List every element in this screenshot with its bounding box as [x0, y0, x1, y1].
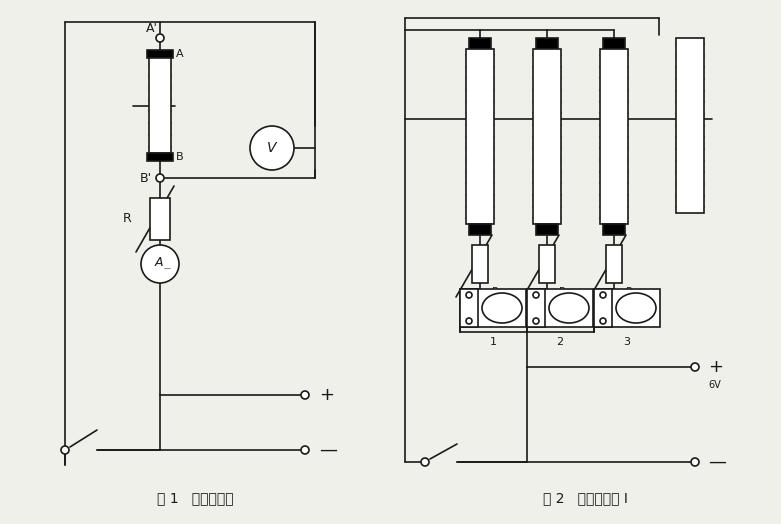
Bar: [466, 49, 494, 224]
Bar: [533, 49, 561, 224]
Circle shape: [533, 318, 539, 324]
Text: 2: 2: [556, 337, 564, 347]
Circle shape: [691, 363, 699, 371]
Circle shape: [466, 292, 472, 298]
Bar: [594, 289, 660, 327]
Text: B: B: [176, 152, 184, 162]
Text: R: R: [123, 213, 132, 225]
Text: A$_2$: A$_2$: [562, 301, 575, 315]
Text: +: +: [708, 358, 723, 376]
Ellipse shape: [549, 293, 589, 323]
Bar: [469, 38, 491, 49]
Text: A: A: [155, 257, 163, 269]
Circle shape: [156, 174, 164, 182]
Text: R$_2$: R$_2$: [558, 285, 571, 299]
Text: A$_1$: A$_1$: [494, 301, 508, 315]
Text: +: +: [319, 386, 334, 404]
Bar: [469, 224, 491, 235]
Bar: [600, 49, 628, 224]
Circle shape: [301, 446, 309, 454]
Text: R$_3$: R$_3$: [625, 285, 638, 299]
Bar: [676, 38, 704, 213]
Circle shape: [600, 292, 606, 298]
Bar: [603, 224, 625, 235]
Circle shape: [61, 446, 69, 454]
Circle shape: [533, 292, 539, 298]
Text: 3: 3: [623, 337, 630, 347]
Circle shape: [141, 245, 179, 283]
Bar: [460, 289, 526, 327]
Text: —: —: [319, 441, 337, 459]
Bar: [472, 245, 488, 283]
Bar: [150, 198, 170, 240]
Circle shape: [250, 126, 294, 170]
Text: —: —: [163, 265, 170, 271]
Text: 图 2   试验接线图 I: 图 2 试验接线图 I: [543, 491, 627, 505]
Bar: [527, 289, 593, 327]
Bar: [606, 245, 622, 283]
Bar: [594, 289, 612, 327]
Circle shape: [156, 34, 164, 42]
Bar: [147, 153, 173, 161]
Text: R$_1$: R$_1$: [491, 285, 505, 299]
Bar: [460, 289, 478, 327]
Circle shape: [466, 318, 472, 324]
Text: A': A': [146, 21, 158, 35]
Circle shape: [301, 391, 309, 399]
Text: —: —: [708, 453, 726, 471]
Text: B': B': [140, 171, 152, 184]
Circle shape: [600, 318, 606, 324]
Bar: [527, 289, 545, 327]
Bar: [536, 38, 558, 49]
Bar: [603, 38, 625, 49]
Circle shape: [691, 458, 699, 466]
Circle shape: [421, 458, 429, 466]
Ellipse shape: [616, 293, 656, 323]
Bar: [536, 224, 558, 235]
Bar: [149, 58, 171, 153]
Text: A$_3$: A$_3$: [628, 301, 642, 315]
Text: A: A: [176, 49, 184, 59]
Text: 图 1   试验原理图: 图 1 试验原理图: [157, 491, 234, 505]
Bar: [539, 245, 555, 283]
Text: 6V: 6V: [708, 380, 721, 390]
Bar: [147, 50, 173, 58]
Ellipse shape: [482, 293, 522, 323]
Text: V: V: [267, 141, 276, 155]
Text: 1: 1: [490, 337, 497, 347]
